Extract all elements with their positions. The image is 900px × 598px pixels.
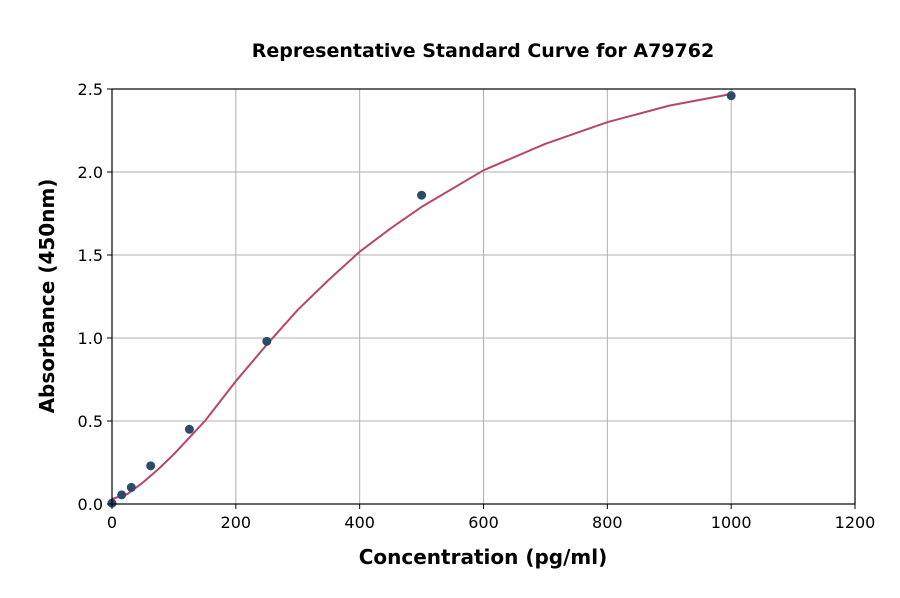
y-tick-label: 2.5 xyxy=(78,80,103,99)
grid xyxy=(111,88,856,505)
y-tick-label: 2.0 xyxy=(78,163,103,182)
x-tick-label: 1000 xyxy=(711,513,752,532)
y-axis-label: Absorbance (450nm) xyxy=(35,179,59,414)
x-axis-label: Concentration (pg/ml) xyxy=(359,545,608,569)
x-tick-label: 400 xyxy=(344,513,375,532)
y-tick-label: 0.5 xyxy=(78,412,103,431)
fit-curve xyxy=(111,93,732,500)
x-tick-label: 200 xyxy=(221,513,252,532)
y-tick-label: 1.5 xyxy=(78,246,103,265)
x-axis-ticks: 0 200 400 600 800 1000 1200 xyxy=(107,504,875,532)
data-point xyxy=(726,91,736,101)
x-tick-label: 1200 xyxy=(835,513,876,532)
x-tick-label: 800 xyxy=(592,513,623,532)
data-point xyxy=(262,336,272,346)
y-tick-label: 0.0 xyxy=(78,495,103,514)
y-axis-ticks: 0.0 0.5 1.0 1.5 2.0 2.5 xyxy=(78,80,112,514)
chart-title: Representative Standard Curve for A79762 xyxy=(252,40,714,62)
data-point xyxy=(417,190,427,200)
data-point xyxy=(146,461,156,471)
data-point xyxy=(117,490,127,500)
data-points xyxy=(107,91,736,508)
data-point xyxy=(126,482,136,492)
data-point xyxy=(184,424,194,434)
x-tick-label: 0 xyxy=(107,513,117,532)
y-tick-label: 1.0 xyxy=(78,329,103,348)
x-tick-label: 600 xyxy=(468,513,499,532)
fit-curve-layer xyxy=(111,93,732,500)
